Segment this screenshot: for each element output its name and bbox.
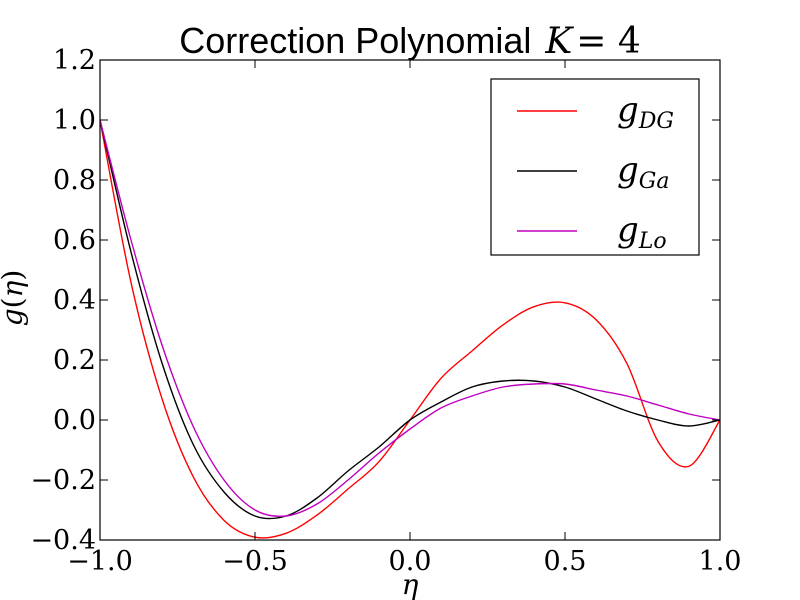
x-tick-label: 0.5 [544, 546, 587, 577]
chart-title-text: Correction Polynomial [179, 20, 531, 61]
series-layer [100, 119, 720, 539]
y-tick-label: 0.6 [53, 225, 96, 256]
chart-title: Correction Polynomial K = 4 [179, 20, 641, 62]
y-axis-label-arg: η [0, 280, 29, 297]
series-line-ga [100, 119, 720, 520]
x-tick-label: 1.0 [699, 546, 742, 577]
legend-box [490, 78, 700, 256]
series-line-lo [100, 119, 720, 518]
x-tick-label: −0.5 [222, 546, 288, 577]
chart-title-variable: K [544, 21, 574, 62]
legend-label-base: g [617, 150, 639, 190]
y-axis-label: g(η) [0, 270, 29, 327]
y-axis-label-func: g [0, 308, 29, 326]
y-tick-label: 0.4 [53, 285, 96, 316]
chart-title-value: 4 [618, 21, 641, 62]
plot-frame [99, 59, 721, 541]
legend-label-dg: gDG [617, 90, 674, 134]
tick-label-layer: −1.0 −0.5 0.0 0.5 1.0 −0.4 −0.2 0.0 0.2 0.4 0.6 0.8… [30, 45, 741, 577]
y-tick-label: 0.0 [53, 405, 96, 436]
x-axis-label: η [402, 568, 419, 600]
legend-label-base: g [617, 210, 639, 250]
y-tick-label: 0.2 [53, 345, 96, 376]
y-tick-label: 1.0 [53, 105, 96, 136]
legend-label-subscript: Lo [638, 229, 667, 254]
series-line-dg [100, 119, 720, 539]
x-tick-label: −1.0 [67, 546, 133, 577]
chart-title-equals: = [576, 21, 618, 62]
y-axis-label-open: ( [0, 297, 29, 308]
legend-label-base: g [617, 90, 639, 130]
y-tick-label: −0.4 [30, 525, 96, 556]
legend-label-lo: gLo [617, 210, 667, 254]
y-tick-label: 1.2 [53, 45, 96, 76]
legend-label-ga: gGa [617, 150, 669, 194]
y-tick-label: 0.8 [53, 165, 96, 196]
legend-label-subscript: DG [638, 109, 674, 134]
x-tick-label: 0.0 [389, 546, 432, 577]
y-tick-label: −0.2 [30, 465, 96, 496]
legend-label-subscript: Ga [639, 169, 670, 194]
y-axis-label-close: ) [0, 270, 29, 281]
